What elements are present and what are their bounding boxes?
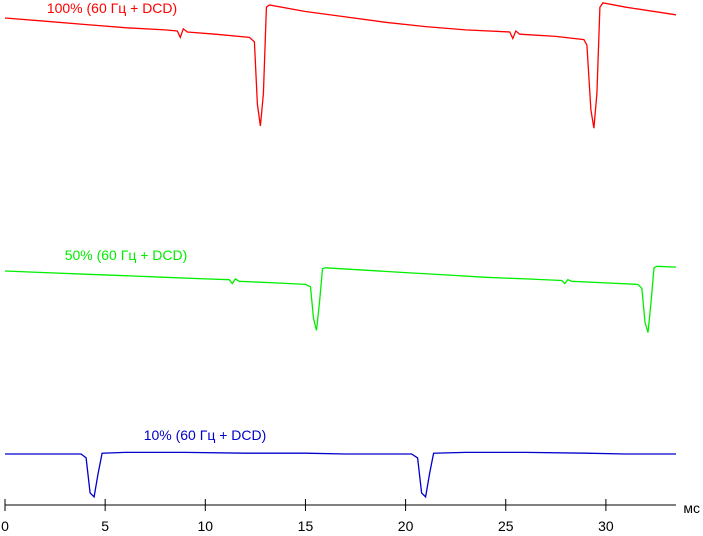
series-line-1 [4,2,677,129]
series-layer: 100% (60 Гц + DCD) 50% (60 Гц + DCD) 10% (… [4,0,677,499]
series-line-2 [4,265,677,333]
x-tick-label: 10 [198,518,214,534]
x-tick-label: 15 [298,518,314,534]
series-line-3 [5,451,676,499]
x-tick-label: 30 [598,518,614,534]
x-tick-label: 20 [398,518,414,534]
x-tick-label: 5 [101,518,109,534]
series-label-3: 10% (60 Гц + DCD) [144,427,267,443]
x-axis: 0 5 10 15 20 25 30 мс [1,499,700,534]
series-label-1: 100% (60 Гц + DCD) [47,0,177,16]
x-tick-label: 0 [1,518,9,534]
x-axis-ticks: 0 5 10 15 20 25 30 [1,499,614,534]
x-axis-unit-label: мс [683,500,700,516]
series-label-2: 50% (60 Гц + DCD) [65,247,188,263]
x-tick-label: 25 [498,518,514,534]
